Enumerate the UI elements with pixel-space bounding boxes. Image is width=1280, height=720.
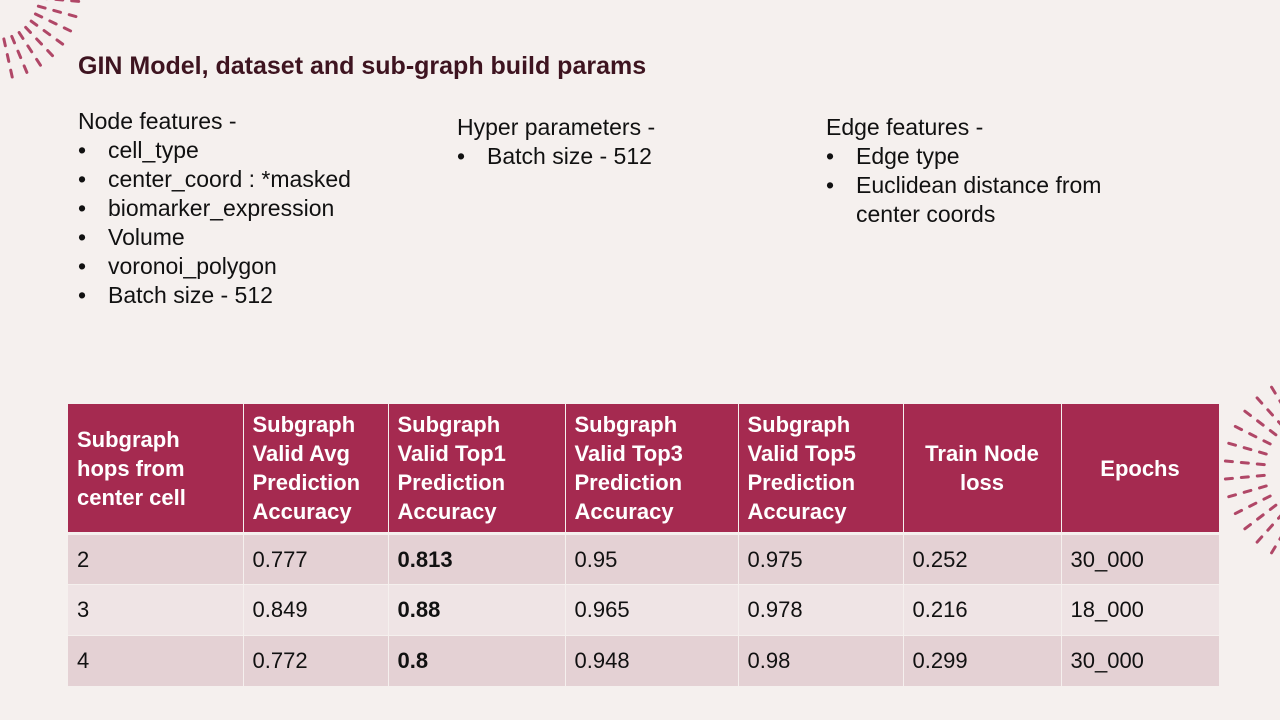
list-item: Euclidean distance from center coords	[826, 171, 1136, 229]
table-row: 3 0.849 0.88 0.965 0.978 0.216 18_000	[68, 584, 1220, 636]
table-cell: 0.98	[738, 635, 904, 687]
list-item: Batch size - 512	[78, 281, 418, 310]
node-features-section: Node features - cell_type center_coord :…	[78, 107, 418, 310]
table-header-row: Subgraph hops from center cell Subgraph …	[68, 404, 1220, 535]
table-cell: 0.813	[388, 533, 566, 585]
list-item: Edge type	[826, 142, 1136, 171]
table-cell: 0.8	[388, 635, 566, 687]
column-header: Subgraph hops from center cell	[68, 404, 244, 535]
table-cell: 2	[68, 533, 244, 585]
table-cell: 3	[68, 584, 244, 636]
table-row: 4 0.772 0.8 0.948 0.98 0.299 30_000	[68, 635, 1220, 687]
list-item: cell_type	[78, 136, 418, 165]
table-cell: 0.975	[738, 533, 904, 585]
table-cell: 0.965	[565, 584, 739, 636]
node-features-heading: Node features -	[78, 108, 237, 134]
column-header: Subgraph Valid Top5 Prediction Accuracy	[738, 404, 904, 535]
table-cell: 0.978	[738, 584, 904, 636]
list-item: Batch size - 512	[457, 142, 757, 171]
node-features-list: cell_type center_coord : *masked biomark…	[78, 136, 418, 310]
list-item: center_coord : *masked	[78, 165, 418, 194]
decorative-arc-top-left	[2, 0, 81, 79]
table-cell: 0.777	[243, 533, 389, 585]
list-item: biomarker_expression	[78, 194, 418, 223]
table-cell: 4	[68, 635, 244, 687]
hyper-parameters-heading: Hyper parameters -	[457, 114, 656, 140]
table-cell: 18_000	[1061, 584, 1220, 636]
table-cell: 0.88	[388, 584, 566, 636]
column-header: Subgraph Valid Avg Prediction Accuracy	[243, 404, 389, 535]
table-cell: 30_000	[1061, 635, 1220, 687]
edge-features-heading: Edge features -	[826, 114, 984, 140]
edge-features-list: Edge type Euclidean distance from center…	[826, 142, 1136, 229]
hyper-parameters-section: Hyper parameters - Batch size - 512	[457, 113, 757, 171]
column-header: Train Node loss	[903, 404, 1062, 535]
table-cell: 30_000	[1061, 533, 1220, 585]
decorative-arc-right	[1223, 385, 1280, 555]
column-header: Epochs	[1061, 404, 1220, 535]
table-cell: 0.948	[565, 635, 739, 687]
list-item: voronoi_polygon	[78, 252, 418, 281]
table-cell: 0.216	[903, 584, 1062, 636]
results-table: Subgraph hops from center cell Subgraph …	[68, 404, 1220, 687]
slide-title: GIN Model, dataset and sub-graph build p…	[78, 52, 647, 80]
table-row: 2 0.777 0.813 0.95 0.975 0.252 30_000	[68, 533, 1220, 585]
edge-features-section: Edge features - Edge type Euclidean dist…	[826, 113, 1136, 229]
column-header: Subgraph Valid Top3 Prediction Accuracy	[565, 404, 739, 535]
table-cell: 0.772	[243, 635, 389, 687]
hyper-parameters-list: Batch size - 512	[457, 142, 757, 171]
table-cell: 0.299	[903, 635, 1062, 687]
column-header: Subgraph Valid Top1 Prediction Accuracy	[388, 404, 566, 535]
table-cell: 0.252	[903, 533, 1062, 585]
list-item: Volume	[78, 223, 418, 252]
table-cell: 0.95	[565, 533, 739, 585]
table-cell: 0.849	[243, 584, 389, 636]
